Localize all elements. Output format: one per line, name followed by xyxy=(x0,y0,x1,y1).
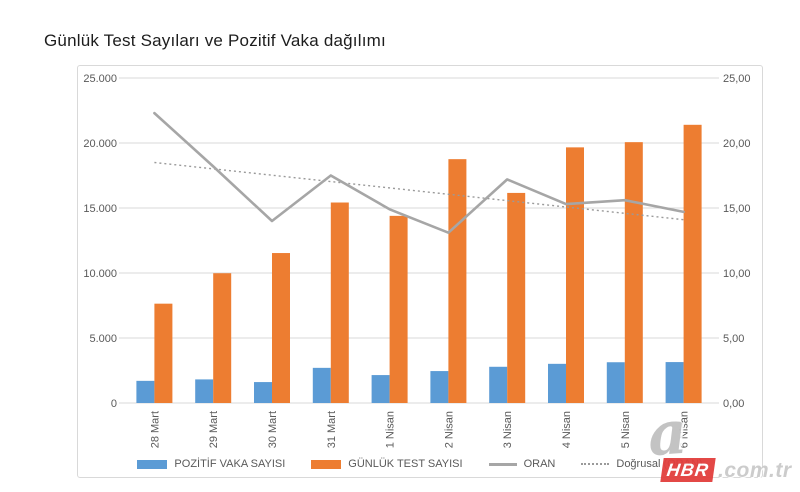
y-axis-right-label-1: 5,00 xyxy=(723,333,744,345)
bar-gunluk-test-8 xyxy=(624,142,643,403)
legend-swatch-test xyxy=(311,459,342,469)
legend-line-oran xyxy=(488,462,517,466)
bar-pozitif-vaka-2 xyxy=(254,382,272,403)
bar-pozitif-vaka-6 xyxy=(489,366,508,403)
bar-gunluk-test-2 xyxy=(272,253,290,403)
watermark-domain-text: .com.tr xyxy=(718,459,792,482)
bar-gunluk-test-1 xyxy=(213,273,232,403)
bar-pozitif-vaka-1 xyxy=(195,379,214,403)
legend-label-oran: ORAN xyxy=(523,458,556,470)
x-axis-label-4: 1 Nisan xyxy=(385,411,397,448)
y-axis-right-label-3: 15,00 xyxy=(723,203,751,215)
legend-dotted-line-trend xyxy=(581,463,610,465)
y-axis-left-label-5: 25.000 xyxy=(83,73,117,85)
bar-pozitif-vaka-0 xyxy=(136,380,155,403)
bar-pozitif-vaka-5 xyxy=(430,371,449,403)
x-axis-label-7: 4 Nisan xyxy=(561,411,573,448)
x-axis-label-2: 30 Mart xyxy=(267,411,279,448)
chart-area: 0 0,00 5.000 5,00 10.000 10,00 15.000 15,00 20.0… xyxy=(77,65,763,478)
bar-gunluk-test-6 xyxy=(507,192,526,403)
chart-title: Günlük Test Sayıları ve Pozitif Vaka dağ… xyxy=(44,31,386,50)
x-axis-label-9: 6 Nisan xyxy=(679,411,691,448)
x-axis-label-8: 5 Nisan xyxy=(620,411,632,448)
bar-pozitif-vaka-7 xyxy=(548,363,566,403)
legend-label-test: GÜNLÜK TEST SAYISI xyxy=(348,458,463,470)
bar-pozitif-vaka-9 xyxy=(665,362,684,403)
bar-gunluk-test-3 xyxy=(330,202,349,403)
legend-item-gunluk-test: GÜNLÜK TEST SAYISI xyxy=(311,458,463,470)
combo-chart: 0 0,00 5.000 5,00 10.000 10,00 15.000 15,00 20.0… xyxy=(83,73,751,448)
watermark-logo-letter: a xyxy=(645,397,690,471)
x-axis-label-1: 29 Mart xyxy=(208,411,220,448)
y-axis-left-label-0: 0 xyxy=(111,398,117,410)
oran-line xyxy=(153,111,685,234)
bar-gunluk-test-4 xyxy=(389,215,408,403)
y-axis-left-label-4: 20.000 xyxy=(83,138,117,150)
x-axis-label-6: 3 Nisan xyxy=(502,411,514,448)
y-axis-right-label-5: 25,00 xyxy=(723,73,751,85)
bar-gunluk-test-0 xyxy=(154,303,173,403)
bar-pozitif-vaka-3 xyxy=(312,367,331,403)
watermark-brand-badge: HBR xyxy=(660,458,716,482)
y-axis-right-label-2: 10,00 xyxy=(723,268,751,280)
bar-pozitif-vaka-8 xyxy=(606,362,625,403)
y-axis-left-label-2: 10.000 xyxy=(83,268,117,280)
legend-label-pozitif: POZİTİF VAKA SAYISI xyxy=(174,458,286,470)
x-axis-label-0: 28 Mart xyxy=(149,411,161,448)
legend-swatch-pozitif xyxy=(137,459,168,469)
y-axis-left-label-3: 15.000 xyxy=(83,203,117,215)
x-axis-label-5: 2 Nisan xyxy=(443,411,455,448)
legend-item-oran: ORAN xyxy=(488,458,556,470)
legend-item-pozitif-vaka: POZİTİF VAKA SAYISI xyxy=(137,458,285,470)
y-axis-right-label-0: 0,00 xyxy=(723,398,744,410)
trendline-dogrusal-oran xyxy=(154,161,684,221)
bar-pozitif-vaka-4 xyxy=(371,375,390,403)
bar-gunluk-test-7 xyxy=(566,147,584,403)
bar-gunluk-test-9 xyxy=(683,124,702,404)
y-axis-left-label-1: 5.000 xyxy=(89,333,117,345)
x-axis-label-3: 31 Mart xyxy=(326,411,338,448)
y-axis-right-label-4: 20,00 xyxy=(723,138,751,150)
